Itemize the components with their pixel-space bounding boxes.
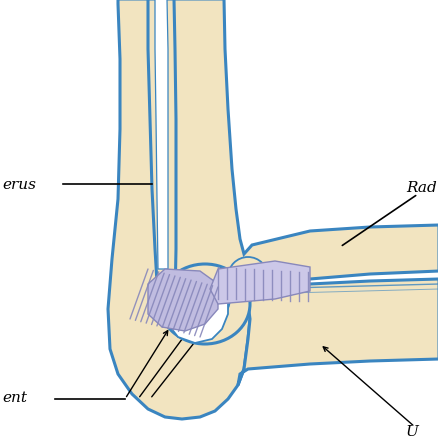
Polygon shape	[165, 276, 227, 343]
Polygon shape	[237, 279, 438, 385]
Polygon shape	[108, 0, 438, 419]
Text: Rad: Rad	[405, 180, 436, 194]
Text: U: U	[405, 424, 418, 438]
Polygon shape	[148, 0, 176, 299]
Text: ent: ent	[2, 390, 27, 404]
Polygon shape	[209, 261, 309, 304]
Ellipse shape	[159, 265, 249, 344]
Text: erus: erus	[2, 177, 36, 191]
Circle shape	[227, 258, 267, 297]
Polygon shape	[155, 0, 168, 269]
Polygon shape	[148, 269, 218, 331]
